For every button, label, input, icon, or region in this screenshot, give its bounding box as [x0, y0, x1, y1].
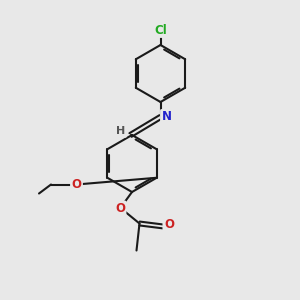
Text: H: H	[116, 126, 125, 136]
Text: Cl: Cl	[154, 23, 167, 37]
Text: O: O	[164, 218, 174, 231]
Text: N: N	[161, 110, 172, 124]
Text: O: O	[71, 178, 82, 191]
Text: O: O	[115, 202, 125, 215]
